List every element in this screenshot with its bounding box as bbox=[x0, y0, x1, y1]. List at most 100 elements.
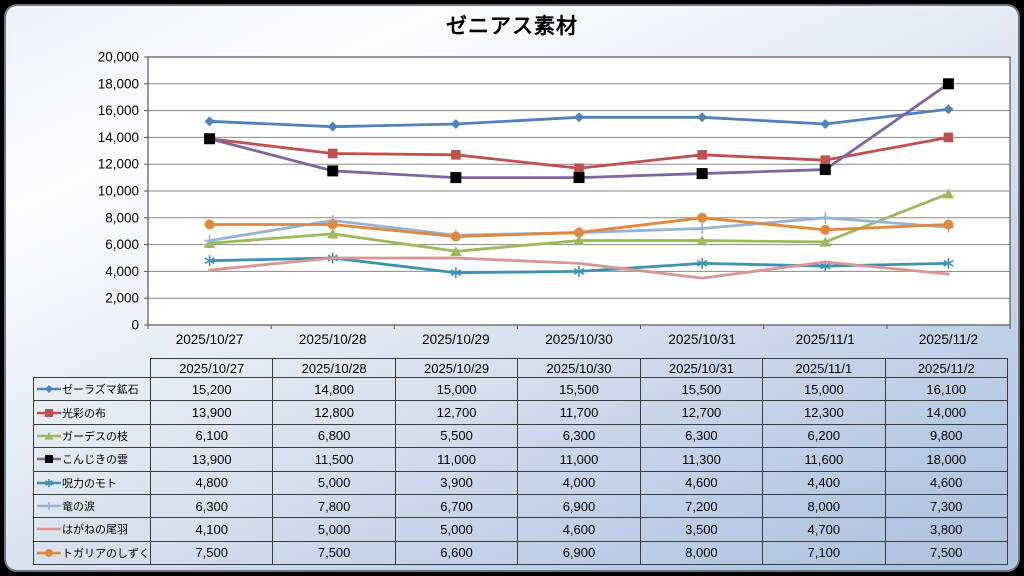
table-row: 呪力のモト 4,800 5,000 3,900 4,000 4,600 4,400 4,600 bbox=[33, 470, 1009, 495]
series-legend-cell: はがねの尾羽 bbox=[33, 517, 151, 542]
price-cell: 11,000 bbox=[517, 447, 641, 472]
price-cell: 16,100 bbox=[884, 376, 1009, 402]
price-cell: 3,800 bbox=[884, 517, 1009, 542]
price-cell: 4,600 bbox=[517, 517, 641, 542]
y-axis-labels: 0 2,000 4,000 6,000 8,000 10,000 12,000 14,000 1… bbox=[98, 50, 139, 333]
price-cell: 6,800 bbox=[272, 423, 396, 449]
series-line-0 bbox=[204, 104, 954, 132]
price-cell: 6,600 bbox=[394, 540, 519, 566]
series-line-3 bbox=[204, 78, 954, 184]
legend-key-icon bbox=[37, 548, 61, 557]
table-row: トガリアのしずく 7,500 7,500 6,600 6,900 8,000 7,100 7,… bbox=[33, 540, 1009, 566]
axis-ticks bbox=[144, 56, 1011, 329]
legend-key-icon bbox=[37, 455, 61, 464]
y-axis-label: 12,000 bbox=[98, 157, 139, 172]
x-axis-label: 2025/10/30 bbox=[545, 332, 613, 347]
table-row: 光彩の布 13,900 12,800 12,700 11,700 12,700 12,300… bbox=[33, 400, 1009, 425]
price-cell: 5,000 bbox=[272, 517, 396, 542]
table-header-row: 2025/10/27 2025/10/28 2025/10/29 2025/10/30… bbox=[34, 358, 1009, 378]
price-cell: 15,500 bbox=[517, 376, 641, 402]
legend-key-icon bbox=[37, 502, 61, 511]
series-name: 竜の涙 bbox=[62, 501, 95, 514]
price-cell: 5,500 bbox=[394, 423, 519, 449]
table-header-date: 2025/10/27 bbox=[149, 358, 274, 378]
series-legend-cell: 呪力のモト bbox=[33, 470, 151, 495]
y-axis-label: 0 bbox=[131, 318, 139, 333]
y-axis-label: 10,000 bbox=[98, 184, 139, 199]
table-header-date: 2025/10/31 bbox=[639, 358, 764, 378]
price-cell: 11,000 bbox=[394, 447, 519, 472]
price-cell: 15,000 bbox=[762, 376, 886, 402]
table-row: ゼーラズマ鉱石 15,200 14,800 15,000 15,500 15,500 15,… bbox=[33, 376, 1009, 402]
series-legend-cell: ガーデスの枝 bbox=[33, 423, 151, 449]
price-cell: 4,800 bbox=[149, 470, 274, 495]
series-name: ゼーラズマ鉱石 bbox=[62, 384, 139, 397]
price-cell: 4,600 bbox=[884, 470, 1009, 495]
legend-key-icon bbox=[37, 431, 61, 440]
table-header-date: 2025/11/2 bbox=[884, 358, 1009, 378]
data-table: 2025/10/27 2025/10/28 2025/10/29 2025/10/30… bbox=[33, 358, 1009, 566]
price-cell: 6,900 bbox=[517, 493, 641, 519]
table-header-date: 2025/10/28 bbox=[272, 358, 396, 378]
series-name: ガーデスの枝 bbox=[62, 430, 128, 443]
price-cell: 15,500 bbox=[639, 376, 764, 402]
price-cell: 7,500 bbox=[149, 540, 274, 566]
y-axis-label: 20,000 bbox=[98, 50, 139, 65]
series-legend-cell: 竜の涙 bbox=[33, 493, 151, 519]
y-axis-label: 4,000 bbox=[105, 264, 139, 279]
legend-key-icon bbox=[37, 408, 61, 417]
y-axis-label: 6,000 bbox=[105, 237, 139, 252]
legend-key-icon bbox=[37, 385, 61, 394]
series-line-6 bbox=[208, 256, 950, 280]
price-cell: 11,500 bbox=[272, 447, 396, 472]
price-cell: 4,400 bbox=[762, 470, 886, 495]
x-axis-labels: 2025/10/27 2025/10/28 2025/10/29 2025/10/30… bbox=[176, 332, 978, 347]
table-row: こんじきの雲 13,900 11,500 11,000 11,000 11,300 11,6… bbox=[33, 447, 1009, 472]
chart-title: ゼニアス素材 bbox=[446, 15, 578, 38]
price-cell: 12,700 bbox=[639, 400, 764, 425]
price-cell: 3,500 bbox=[639, 517, 764, 542]
table-row: ガーデスの枝 6,100 6,800 5,500 6,300 6,300 6,200 9,80… bbox=[33, 423, 1009, 449]
x-axis-label: 2025/10/29 bbox=[422, 332, 490, 347]
y-axis-label: 14,000 bbox=[98, 130, 139, 145]
price-cell: 6,300 bbox=[149, 493, 274, 519]
price-cell: 6,700 bbox=[394, 493, 519, 519]
price-cell: 6,900 bbox=[517, 540, 641, 566]
price-cell: 6,300 bbox=[639, 423, 764, 449]
price-cell: 4,600 bbox=[639, 470, 764, 495]
table-row: はがねの尾羽 4,100 5,000 5,000 4,600 3,500 4,700 3,80… bbox=[33, 517, 1009, 542]
price-cell: 7,300 bbox=[884, 493, 1009, 519]
price-cell: 7,500 bbox=[272, 540, 396, 566]
price-cell: 8,000 bbox=[762, 493, 886, 519]
price-cell: 3,900 bbox=[394, 470, 519, 495]
series-legend-cell: こんじきの雲 bbox=[33, 447, 151, 472]
price-cell: 12,700 bbox=[394, 400, 519, 425]
price-cell: 6,100 bbox=[149, 423, 274, 449]
y-axis-label: 8,000 bbox=[105, 210, 139, 225]
table-header-date: 2025/11/1 bbox=[762, 358, 886, 378]
price-cell: 4,700 bbox=[762, 517, 886, 542]
price-cell: 15,200 bbox=[149, 376, 274, 402]
price-cell: 14,800 bbox=[272, 376, 396, 402]
y-axis-label: 2,000 bbox=[105, 291, 139, 306]
price-cell: 7,800 bbox=[272, 493, 396, 519]
series-name: こんじきの雲 bbox=[62, 454, 128, 467]
price-cell: 4,100 bbox=[149, 517, 274, 542]
series-legend-cell: トガリアのしずく bbox=[33, 540, 151, 566]
series-legend-cell: ゼーラズマ鉱石 bbox=[33, 376, 151, 402]
x-axis-label: 2025/10/28 bbox=[299, 332, 367, 347]
price-cell: 9,800 bbox=[884, 423, 1009, 449]
series-legend-cell: 光彩の布 bbox=[33, 400, 151, 425]
x-axis-label: 2025/10/31 bbox=[668, 332, 736, 347]
table-header-date: 2025/10/29 bbox=[394, 358, 519, 378]
price-cell: 6,300 bbox=[517, 423, 641, 449]
price-cell: 5,000 bbox=[394, 517, 519, 542]
price-cell: 6,200 bbox=[762, 423, 886, 449]
table-row: 竜の涙 6,300 7,800 6,700 6,900 7,200 8,000 7,300 bbox=[33, 493, 1009, 519]
price-cell: 11,300 bbox=[639, 447, 764, 472]
price-cell: 18,000 bbox=[884, 447, 1009, 472]
price-cell: 11,700 bbox=[517, 400, 641, 425]
price-cell: 8,000 bbox=[639, 540, 764, 566]
price-cell: 13,900 bbox=[149, 400, 274, 425]
